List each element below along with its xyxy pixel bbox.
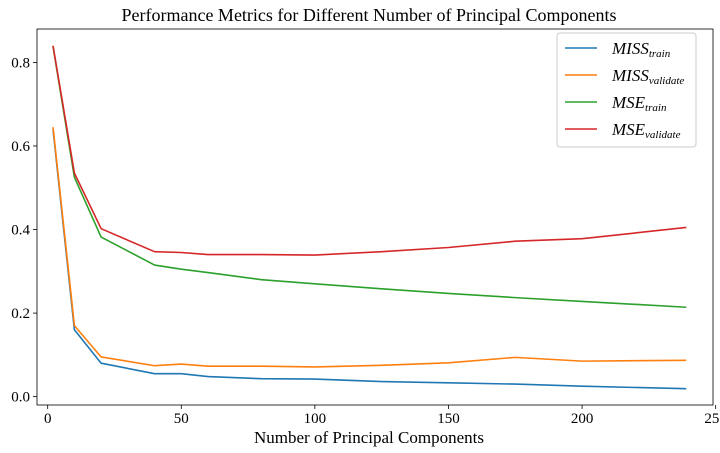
legend-entry: MISSvalidate [611, 66, 684, 87]
chart-title: Performance Metrics for Different Number… [121, 5, 616, 25]
x-tick-label: 0 [44, 411, 52, 427]
y-axis: 0.0 0.2 0.4 0.6 0.8 [11, 55, 37, 406]
plot-frame [36, 28, 714, 406]
legend-entry: MISStrain [611, 39, 671, 60]
y-tick-label: 0.4 [11, 223, 30, 239]
legend-entry: MSEtrain [611, 93, 667, 114]
y-tick-label: 0.0 [11, 390, 30, 406]
x-axis-label: Number of Principal Components [254, 428, 484, 447]
x-tick-label: 200 [571, 411, 594, 427]
series-layer [52, 45, 687, 390]
y-tick-label: 0.2 [11, 306, 30, 322]
series-line-miss-train [52, 129, 687, 390]
legend-box [556, 32, 697, 148]
x-tick-label: 100 [304, 411, 327, 427]
x-tick-label: 150 [437, 411, 460, 427]
legend-entry: MSEvalidate [611, 120, 681, 141]
series-line-mse-validate [52, 45, 687, 256]
series-line-mse-train [52, 46, 687, 309]
y-tick-label: 0.8 [11, 55, 30, 71]
x-tick-label: 50 [174, 411, 189, 427]
x-axis: 0 50 100 150 200 250 [44, 405, 720, 427]
legend: MISStrain MISSvalidate MSEtrain MSEvalidate [556, 32, 697, 148]
plot-area [36, 28, 714, 406]
series-line-miss-validate [52, 127, 687, 368]
x-tick-label: 250 [704, 411, 720, 427]
y-tick-label: 0.6 [11, 139, 30, 155]
